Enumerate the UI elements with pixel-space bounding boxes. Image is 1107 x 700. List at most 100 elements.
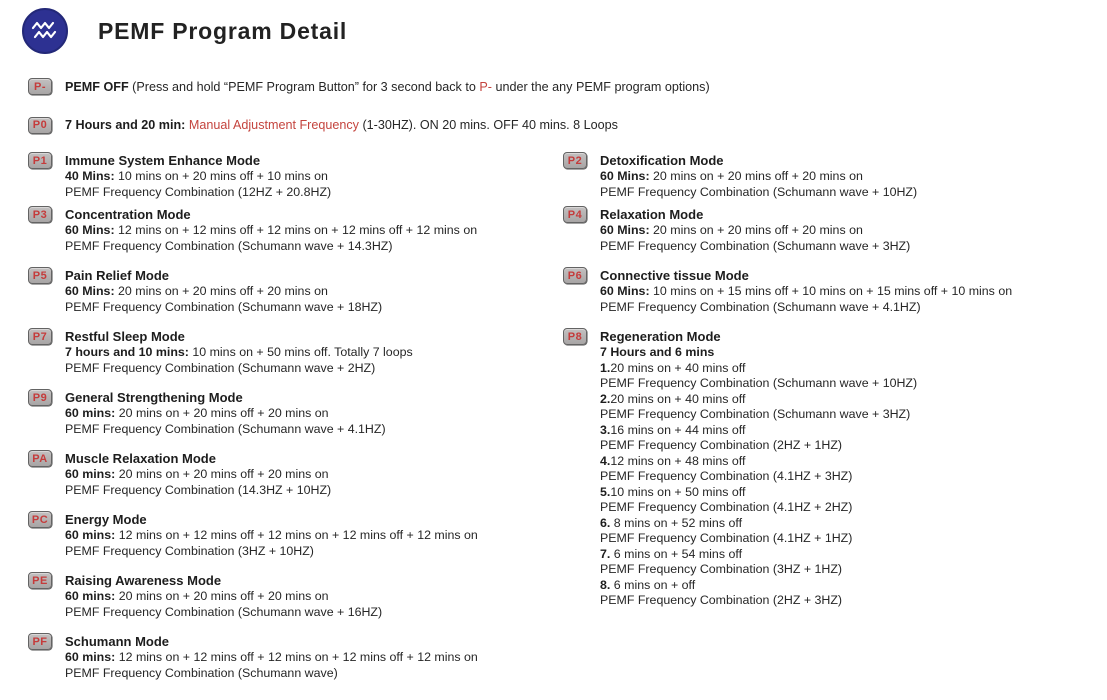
- program-line-text: PEMF Frequency Combination (Schumann wav…: [600, 299, 921, 314]
- program-line: 8. 6 mins on + off: [600, 578, 917, 594]
- program-line-text: PEMF Frequency Combination (3HZ + 1HZ): [600, 562, 843, 576]
- program-line-text: PEMF Frequency Combination (Schumann wav…: [65, 360, 376, 375]
- program-line: 7. 6 mins on + 54 mins off: [600, 547, 917, 563]
- program-line: PEMF Frequency Combination (3HZ + 10HZ): [65, 544, 478, 560]
- program-line-text: 6 mins on + off: [610, 577, 696, 592]
- program-badge-p5: P5: [28, 267, 52, 284]
- program-title: Regeneration Mode: [600, 329, 721, 344]
- program-line-text: PEMF Frequency Combination (Schumann wav…: [600, 184, 918, 199]
- program-p9: P9 General Strengthening Mode 60 mins: 20 …: [28, 389, 563, 437]
- text-segment: PEMF OFF: [65, 79, 129, 94]
- program-badge-p7: P7: [28, 328, 52, 345]
- program-line-text: PEMF Frequency Combination (Schumann wav…: [600, 238, 911, 253]
- program-line-bold: 7 Hours and 6 mins: [600, 345, 715, 359]
- program-line: PEMF Frequency Combination (Schumann wav…: [65, 361, 413, 377]
- program-line-bold: 60 Mins:: [600, 284, 650, 298]
- program-title: Muscle Relaxation Mode: [65, 451, 216, 466]
- program-title: Immune System Enhance Mode: [65, 153, 261, 168]
- program-text: Connective tissue Mode 60 Mins: 10 mins o…: [600, 267, 1012, 315]
- program-badge-pa: PA: [28, 450, 52, 467]
- program-line-bold: 60 Mins:: [600, 223, 650, 237]
- program-line-bold: 7 hours and 10 mins:: [65, 345, 189, 359]
- program-title: Energy Mode: [65, 512, 147, 527]
- program-line-text: 20 mins on + 20 mins off + 20 mins on: [649, 223, 863, 237]
- page-title: PEMF Program Detail: [98, 17, 348, 44]
- program-line: 60 mins: 20 mins on + 20 mins off + 20 m…: [65, 589, 382, 605]
- program-line-text: PEMF Frequency Combination (Schumann wav…: [600, 376, 918, 390]
- text-segment: 7 Hours and 20 min:: [65, 118, 189, 132]
- program-title: Relaxation Mode: [600, 207, 704, 222]
- program-line-bold: 5.: [600, 484, 611, 499]
- top-row-p0: P0 7 Hours and 20 min: Manual Adjustment …: [28, 116, 1088, 135]
- program-text: Energy Mode 60 mins: 12 mins on + 12 mins…: [65, 511, 478, 559]
- text-segment: Manual Adjustment Frequency: [188, 118, 359, 132]
- program-line-bold: 40 Mins:: [65, 169, 115, 183]
- program-line-text: PEMF Frequency Combination (3HZ + 10HZ): [65, 543, 314, 558]
- program-line-text: 10 mins on + 15 mins off + 10 mins on + …: [649, 284, 1013, 298]
- program-p5: P5 Pain Relief Mode 60 Mins: 20 mins on + …: [28, 267, 563, 315]
- program-badge-p: P-: [28, 78, 52, 95]
- program-line-bold: 60 Mins:: [65, 223, 115, 237]
- program-text: Pain Relief Mode 60 Mins: 20 mins on + 20…: [65, 267, 382, 315]
- program-line-text: PEMF Frequency Combination (Schumann wav…: [65, 665, 338, 680]
- text-segment: P-: [479, 79, 492, 94]
- program-title: General Strengthening Mode: [65, 390, 243, 405]
- program-line-bold: 1.: [600, 360, 611, 375]
- program-badge-p0: P0: [28, 116, 52, 134]
- program-line-text: 20 mins on + 40 mins off: [610, 360, 746, 375]
- program-line: 5.10 mins on + 50 mins off: [600, 485, 917, 501]
- program-text: Restful Sleep Mode 7 hours and 10 mins: 1…: [65, 328, 413, 376]
- program-line-text: PEMF Frequency Combination (4.1HZ + 3HZ): [600, 469, 853, 483]
- program-line-text: 8 mins on + 52 mins off: [610, 515, 743, 530]
- program-line-text: PEMF Frequency Combination (2HZ + 3HZ): [600, 593, 843, 607]
- program-line: PEMF Frequency Combination (4.1HZ + 1HZ): [600, 531, 917, 547]
- program-line-text: 12 mins on + 12 mins off + 12 mins on + …: [115, 650, 478, 664]
- program-line: 60 mins: 12 mins on + 12 mins off + 12 m…: [65, 650, 478, 666]
- program-line: 60 Mins: 20 mins on + 20 mins off + 20 m…: [65, 284, 382, 300]
- program-badge-p3: P3: [28, 206, 52, 223]
- program-line-bold: 7.: [600, 546, 611, 561]
- top-row-text: 7 Hours and 20 min: Manual Adjustment Fr…: [65, 117, 618, 135]
- program-text: Regeneration Mode 7 Hours and 6 mins 1.20 …: [600, 328, 917, 609]
- program-p1: P1 Immune System Enhance Mode 40 Mins: 10 …: [28, 152, 563, 200]
- program-text: Concentration Mode 60 Mins: 12 mins on + …: [65, 206, 477, 254]
- program-line-text: 20 mins on + 20 mins off + 20 mins on: [115, 467, 329, 481]
- program-p7: P7 Restful Sleep Mode 7 hours and 10 mins:…: [28, 328, 563, 376]
- program-line-text: 20 mins on + 40 mins off: [610, 391, 746, 406]
- program-line-text: 20 mins on + 20 mins off + 20 mins on: [115, 406, 329, 420]
- program-badge-p1: P1: [28, 152, 52, 169]
- program-line-text: 6 mins on + 54 mins off: [610, 546, 743, 561]
- program-line-text: PEMF Frequency Combination (4.1HZ + 2HZ): [600, 500, 853, 514]
- program-title: Raising Awareness Mode: [65, 573, 222, 588]
- program-line: 60 Mins: 20 mins on + 20 mins off + 20 m…: [600, 169, 917, 185]
- program-line-text: PEMF Frequency Combination (4.1HZ + 1HZ): [600, 531, 853, 545]
- program-line: 40 Mins: 10 mins on + 20 mins off + 10 m…: [65, 169, 331, 185]
- program-p2: P2 Detoxification Mode 60 Mins: 20 mins on…: [563, 152, 1107, 200]
- program-text: Immune System Enhance Mode 40 Mins: 10 mi…: [65, 152, 331, 200]
- program-line-bold: 60 mins:: [65, 589, 116, 603]
- program-title: Connective tissue Mode: [600, 268, 749, 283]
- program-line-bold: 60 mins:: [65, 650, 116, 664]
- program-badge-p9: P9: [28, 389, 52, 406]
- program-p4: P4 Relaxation Mode 60 Mins: 20 mins on + 2…: [563, 206, 1107, 254]
- program-text: Detoxification Mode 60 Mins: 20 mins on +…: [600, 152, 917, 200]
- program-line: 2.20 mins on + 40 mins off: [600, 392, 917, 408]
- top-row-p: P- PEMF OFF (Press and hold “PEMF Program…: [28, 78, 1088, 96]
- program-line: 7 hours and 10 mins: 10 mins on + 50 min…: [65, 345, 413, 361]
- program-pc: PC Energy Mode 60 mins: 12 mins on + 12 mi…: [28, 511, 563, 559]
- program-line: 1.20 mins on + 40 mins off: [600, 361, 917, 377]
- program-title: Schumann Mode: [65, 634, 170, 649]
- program-text: Muscle Relaxation Mode 60 mins: 20 mins o…: [65, 450, 331, 498]
- waves-icon: [31, 21, 57, 39]
- program-line: PEMF Frequency Combination (2HZ + 1HZ): [600, 438, 917, 454]
- program-badge-pc: PC: [28, 511, 52, 528]
- program-pa: PA Muscle Relaxation Mode 60 mins: 20 mins…: [28, 450, 563, 498]
- program-line: PEMF Frequency Combination (Schumann wav…: [600, 407, 917, 423]
- program-line: PEMF Frequency Combination (Schumann wav…: [65, 666, 478, 682]
- program-line-text: 20 mins on + 20 mins off + 20 mins on: [115, 589, 329, 603]
- program-line-text: 12 mins on + 12 mins off + 12 mins on + …: [115, 528, 478, 542]
- page-header: PEMF Program Detail: [22, 8, 347, 54]
- program-line-bold: 8.: [600, 577, 611, 592]
- program-badge-pf: PF: [28, 633, 52, 650]
- program-text: Raising Awareness Mode 60 mins: 20 mins o…: [65, 572, 382, 620]
